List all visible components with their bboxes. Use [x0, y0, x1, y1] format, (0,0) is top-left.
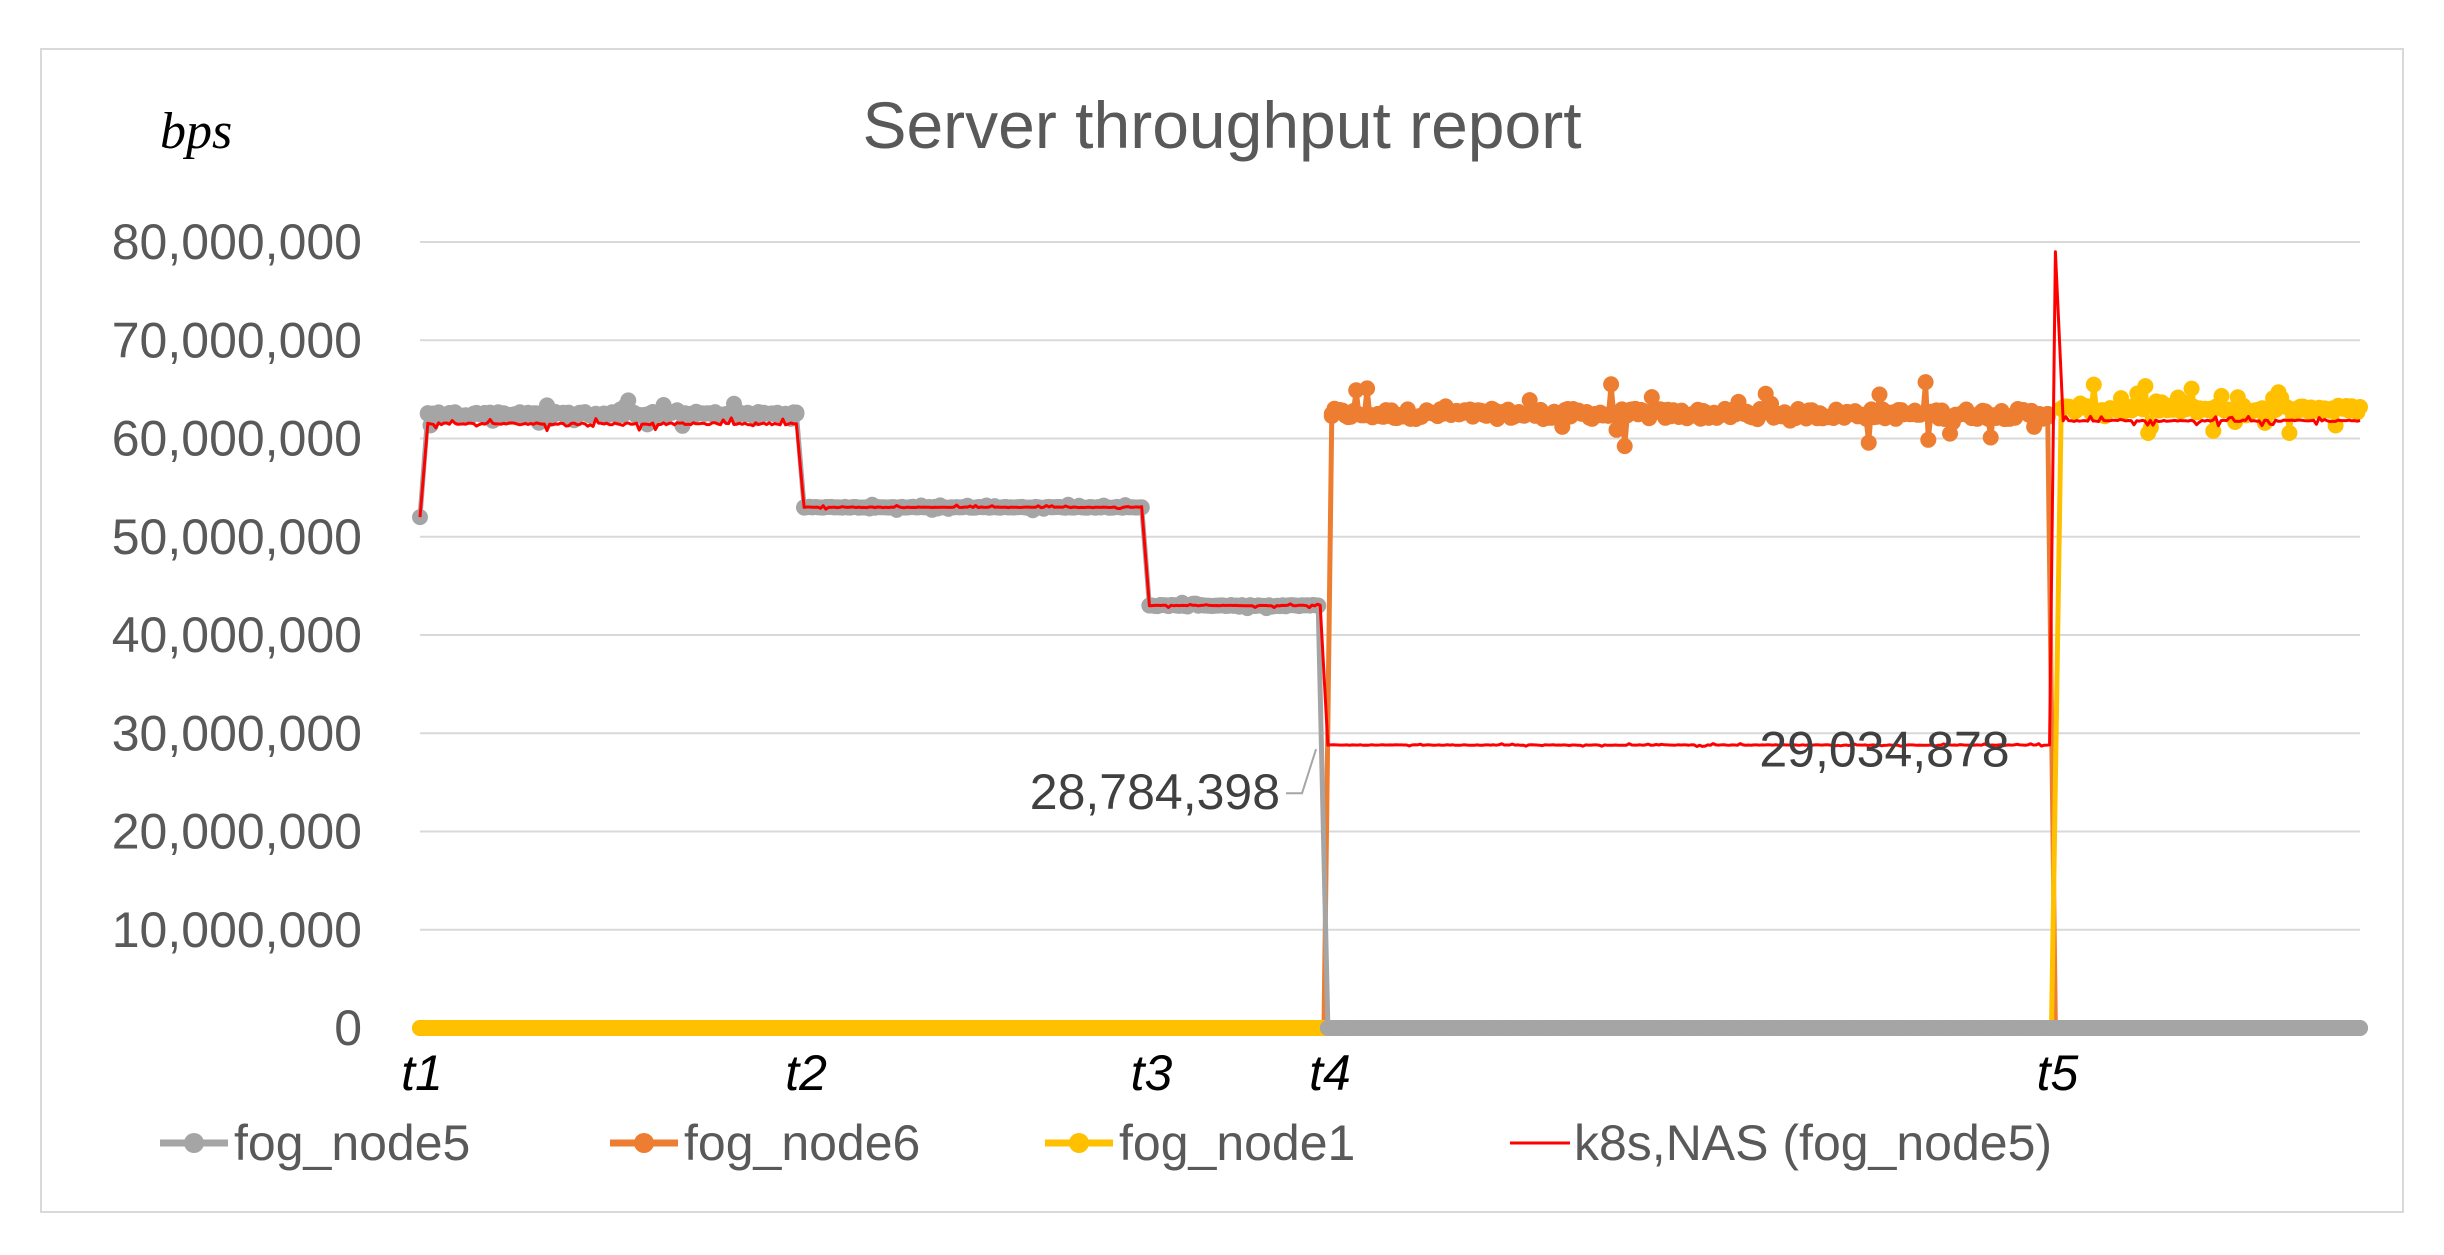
data-point: [1860, 434, 1877, 451]
legend-label: fog_node6: [684, 1115, 920, 1171]
data-point: [2183, 380, 2200, 397]
y-tick-label: 30,000,000: [112, 705, 362, 761]
series-line: [420, 379, 2360, 1031]
y-tick-label: 70,000,000: [112, 312, 362, 368]
data-point: [1871, 386, 1888, 403]
data-point: [2085, 376, 2102, 393]
y-tick-label: 60,000,000: [112, 411, 362, 467]
series-fog-node6: [412, 374, 2368, 1036]
chart-title: Server throughput report: [862, 88, 1581, 162]
y-tick-label: 50,000,000: [112, 509, 362, 565]
data-point: [1616, 438, 1633, 455]
legend-marker: [184, 1133, 204, 1153]
data-point: [2213, 388, 2230, 404]
legend: fog_node5 fog_node6 fog_node1 k8s,NAS (fog_…: [160, 1115, 2052, 1171]
data-label-leader: [1286, 748, 1317, 795]
data-point: [2039, 405, 2056, 422]
legend-label: fog_node1: [1119, 1115, 1355, 1171]
data-point: [1920, 431, 1937, 448]
legend-label: fog_node5: [234, 1115, 470, 1171]
series-k8s-nas-fog-node5-: [418, 250, 2361, 748]
data-point: [788, 405, 805, 422]
legend-item: k8s,NAS (fog_node5): [1510, 1115, 2052, 1171]
x-marker-label: t5: [2037, 1045, 2079, 1101]
legend-marker: [1069, 1133, 1089, 1153]
y-tick-label: 20,000,000: [112, 804, 362, 860]
legend-item: fog_node5: [160, 1115, 470, 1171]
data-point: [1917, 374, 1934, 391]
series-lines: [412, 250, 2368, 1036]
y-tick-label: 0: [334, 1000, 362, 1056]
data-label: 28,784,398: [1030, 764, 1280, 820]
data-point: [2352, 399, 2368, 415]
data-point: [2205, 422, 2222, 439]
legend-item: fog_node6: [610, 1115, 920, 1171]
legend-label: k8s,NAS (fog_node5): [1574, 1115, 2052, 1171]
x-axis-markers: t1 t2 t3 t4 t5: [401, 1045, 2078, 1101]
data-point: [1359, 380, 1376, 397]
x-marker-label: t4: [1309, 1045, 1351, 1101]
gridlines: [420, 241, 2360, 1029]
x-marker-label: t2: [785, 1045, 827, 1101]
data-point: [2352, 1020, 2368, 1036]
y-axis-unit-label: bps: [160, 103, 232, 160]
data-point: [1608, 421, 1625, 438]
y-tick-label: 10,000,000: [112, 902, 362, 958]
data-point: [2137, 378, 2154, 395]
legend-marker: [634, 1133, 654, 1153]
y-tick-label: 80,000,000: [112, 214, 362, 270]
data-point: [1603, 376, 1620, 393]
data-point: [1982, 429, 1999, 446]
y-axis-tick-labels: 0 10,000,000 20,000,000 30,000,000 40,000,00…: [112, 214, 362, 1056]
series-line: [420, 382, 2363, 1031]
legend-item: fog_node1: [1045, 1115, 1355, 1171]
series-fog-node5: [412, 392, 2368, 1036]
x-marker-label: t1: [401, 1045, 443, 1101]
series-fog-node1: [412, 376, 2368, 1036]
x-marker-label: t3: [1131, 1045, 1173, 1101]
data-point: [2281, 425, 2298, 441]
series-line: [418, 250, 2361, 748]
y-tick-label: 40,000,000: [112, 607, 362, 663]
data-label: 29,034,878: [1759, 722, 2009, 778]
data-point: [1643, 389, 1660, 406]
data-labels: 28,784,398 29,034,878: [1030, 722, 2010, 820]
series-line: [417, 397, 2360, 1031]
